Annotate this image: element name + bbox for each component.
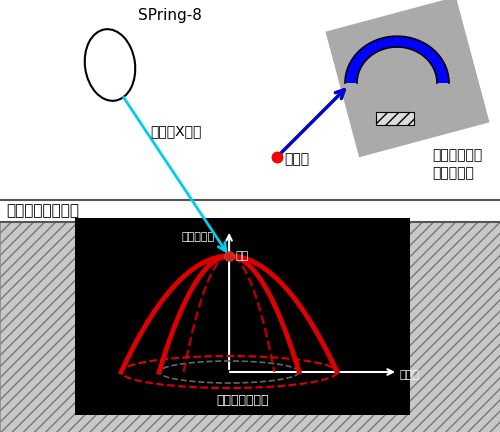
Bar bbox=[0, 200, 500, 222]
Text: SPring-8: SPring-8 bbox=[138, 8, 202, 23]
Text: ダイヤモンド試料: ダイヤモンド試料 bbox=[6, 203, 79, 219]
Polygon shape bbox=[345, 36, 449, 83]
Text: 光（軟X線）: 光（軟X線） bbox=[150, 124, 202, 138]
Text: 光電子: 光電子 bbox=[284, 152, 309, 166]
Text: 電子: 電子 bbox=[235, 251, 248, 261]
Text: ・エネルギー: ・エネルギー bbox=[432, 148, 482, 162]
Text: バンドの模式図: バンドの模式図 bbox=[216, 394, 269, 407]
Bar bbox=[0, 0, 500, 200]
Bar bbox=[376, 112, 414, 125]
FancyBboxPatch shape bbox=[326, 0, 490, 157]
Bar bbox=[0, 200, 500, 432]
Bar bbox=[75, 218, 410, 415]
Text: エネルギー: エネルギー bbox=[181, 232, 214, 242]
Text: ・放出方向: ・放出方向 bbox=[432, 166, 474, 180]
Text: 運動量: 運動量 bbox=[400, 370, 420, 380]
